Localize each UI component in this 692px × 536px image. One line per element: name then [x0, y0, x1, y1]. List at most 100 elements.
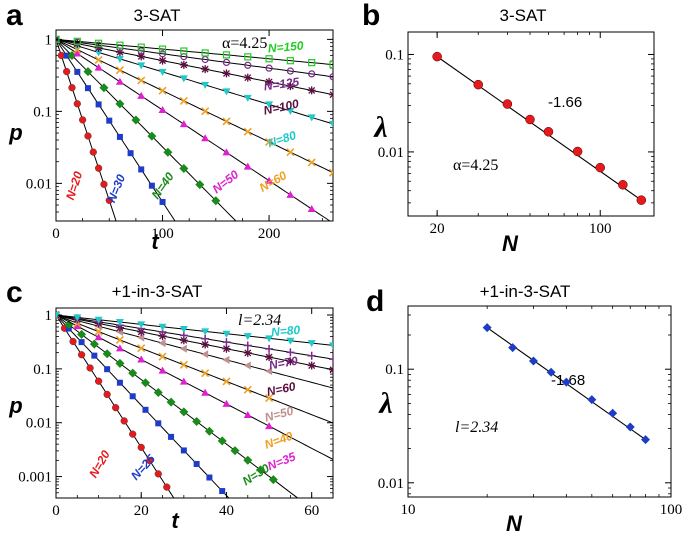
data-point: [73, 37, 81, 45]
data-point: [432, 51, 442, 62]
panel-a-ylabel: p: [8, 120, 22, 145]
series-label: N=80: [266, 128, 298, 150]
series-n-80: [56, 312, 333, 350]
data-point: [115, 319, 124, 327]
panel-d-frame: [407, 305, 672, 498]
fit-line: [56, 38, 333, 125]
data-point: [265, 77, 274, 86]
data-point: [222, 338, 231, 347]
panel-a-title: 3-SAT: [134, 6, 181, 25]
data-point: [243, 385, 252, 394]
panel-d-xlabel: N: [506, 511, 523, 536]
data-point: [243, 348, 252, 357]
data-point: [138, 166, 145, 173]
data-point: [528, 356, 538, 366]
data-point: [95, 101, 102, 108]
panel-c: c +1-in-3-SAT t p l=2.34: [6, 276, 281, 533]
data-point: [94, 316, 103, 324]
data-point: [179, 360, 188, 369]
data-point: [265, 344, 274, 353]
data-point: [158, 366, 167, 374]
data-point: [192, 417, 202, 427]
data-point: [115, 48, 124, 57]
fit-line: [56, 38, 333, 96]
data-point: [222, 355, 230, 364]
panel-d-xtick-label: 100: [660, 502, 683, 518]
data-point: [243, 341, 252, 350]
data-point: [89, 339, 99, 349]
data-point: [265, 367, 273, 376]
data-point: [180, 447, 187, 454]
data-point: [201, 65, 210, 74]
data-point: [137, 43, 145, 51]
data-point: [146, 457, 154, 465]
data-point: [106, 117, 113, 124]
data-point: [95, 164, 103, 172]
data-point: [206, 474, 213, 481]
data-point: [63, 52, 70, 59]
data-point: [265, 55, 273, 63]
data-point: [328, 168, 333, 177]
panel-letter-a: a: [6, 0, 23, 32]
data-point: [131, 115, 141, 125]
data-point: [115, 99, 125, 109]
data-point: [147, 131, 157, 141]
data-point: [286, 57, 294, 65]
panel-c-xtick-label: 40: [219, 503, 234, 519]
data-point: [137, 91, 146, 99]
data-point: [243, 94, 252, 102]
series-n-25: [56, 312, 230, 498]
data-point: [84, 132, 92, 140]
panel-a-plot-area: [56, 34, 333, 221]
series-label: N=50: [210, 167, 242, 196]
data-point: [307, 86, 316, 95]
data-point: [222, 148, 231, 156]
data-point: [127, 150, 134, 157]
data-point: [105, 196, 113, 204]
data-point: [179, 163, 189, 173]
data-point: [286, 82, 295, 91]
panel-b-annotation: α=4.25: [453, 157, 498, 174]
panel-d-plot-area: [482, 323, 651, 445]
panel-c-plot-area: [56, 310, 333, 498]
data-point: [137, 76, 146, 85]
data-point: [77, 351, 86, 359]
panel-c-ytick-label: 1: [45, 308, 53, 324]
panel-c-ytick-label: 0.1: [33, 362, 52, 378]
panel-c-ytick-label: 0.01: [26, 416, 52, 432]
data-point: [244, 61, 252, 69]
data-point: [158, 56, 167, 65]
data-point: [222, 117, 231, 126]
data-point: [158, 323, 167, 331]
data-point: [329, 365, 333, 374]
data-point: [201, 107, 210, 116]
data-point: [179, 336, 188, 345]
data-point: [329, 342, 333, 350]
data-point: [201, 369, 210, 378]
data-point: [195, 180, 205, 190]
data-point: [115, 344, 124, 352]
data-point: [230, 446, 240, 456]
panel-b-slope-label: -1.66: [548, 94, 582, 111]
data-point: [265, 101, 274, 109]
data-point: [222, 88, 231, 96]
data-point: [94, 55, 103, 64]
panel-c-xtick-label: 20: [134, 503, 149, 519]
data-point: [222, 69, 231, 78]
fit-line: [56, 314, 333, 460]
fit-line: [56, 314, 333, 371]
series-n-150: [56, 35, 333, 69]
series-label: N=100: [262, 96, 300, 117]
panel-b-ytick-label: 0.1: [385, 47, 404, 63]
data-point: [595, 162, 605, 173]
data-point: [158, 50, 167, 58]
series-label: N=150: [267, 38, 304, 55]
data-point: [329, 90, 333, 99]
panel-c-xlabel: t: [171, 508, 180, 533]
data-point: [153, 387, 163, 397]
data-point: [129, 393, 136, 400]
data-point: [73, 39, 82, 48]
data-point: [193, 460, 200, 467]
data-point: [137, 344, 146, 353]
